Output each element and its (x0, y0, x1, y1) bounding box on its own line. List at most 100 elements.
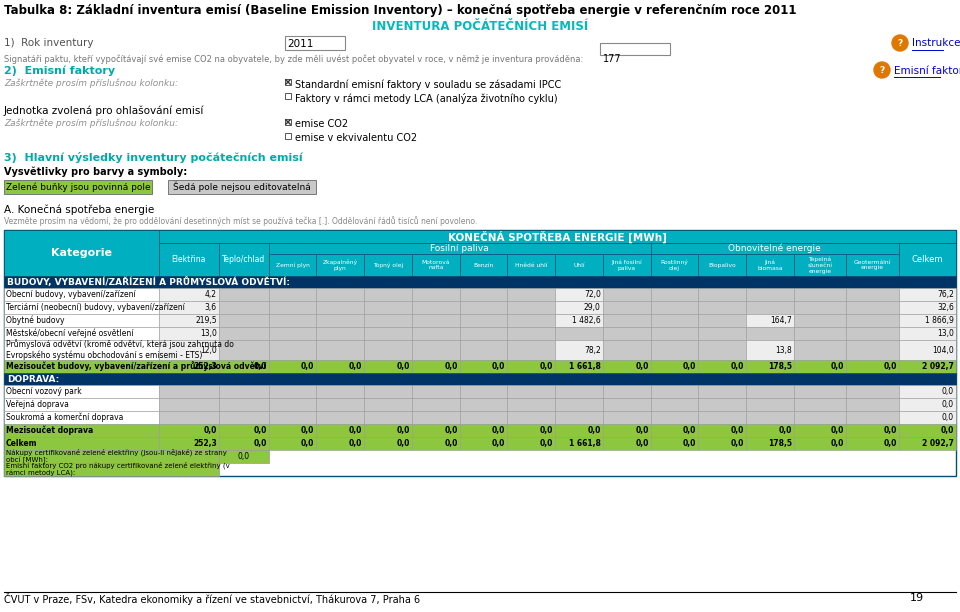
Bar (555, 424, 603, 437)
Bar (460, 437, 508, 450)
Bar (651, 437, 698, 450)
Bar (412, 360, 460, 373)
Text: 0,0: 0,0 (588, 426, 601, 435)
Text: Fosilní paliva: Fosilní paliva (430, 244, 489, 253)
Bar (219, 360, 269, 373)
Bar (746, 314, 794, 327)
Text: 0,0: 0,0 (683, 439, 696, 448)
Bar (269, 360, 317, 373)
Text: 0,0: 0,0 (540, 426, 553, 435)
Bar (846, 254, 899, 276)
Bar (746, 340, 794, 360)
Bar (746, 411, 794, 424)
Text: 0,0: 0,0 (253, 426, 267, 435)
Text: 0,0: 0,0 (204, 426, 217, 435)
Text: 0,0: 0,0 (444, 362, 458, 371)
Text: 1)  Rok inventury: 1) Rok inventury (4, 38, 93, 48)
Bar (603, 437, 651, 450)
Text: 0,0: 0,0 (636, 426, 649, 435)
Text: 178,5: 178,5 (768, 439, 792, 448)
Bar (364, 254, 412, 276)
Text: 19: 19 (910, 593, 924, 603)
Bar (508, 424, 555, 437)
Bar (794, 327, 846, 340)
Text: 13,0: 13,0 (937, 329, 954, 338)
Text: 0,0: 0,0 (238, 452, 250, 461)
Bar (651, 301, 698, 314)
Bar (603, 340, 651, 360)
Bar (651, 385, 698, 398)
Bar (364, 424, 412, 437)
Bar (846, 398, 899, 411)
Text: 0,0: 0,0 (396, 439, 410, 448)
Text: 219,5: 219,5 (195, 316, 217, 325)
Text: 0,0: 0,0 (348, 362, 362, 371)
Text: 0,0: 0,0 (941, 426, 954, 435)
Bar (269, 424, 317, 437)
Bar (508, 385, 555, 398)
Bar (159, 301, 219, 314)
Bar (219, 398, 269, 411)
Circle shape (874, 62, 890, 78)
Bar (846, 314, 899, 327)
Bar (846, 437, 899, 450)
Bar (698, 327, 746, 340)
Bar (285, 36, 345, 50)
Bar (412, 398, 460, 411)
Text: Standardní emisní faktory v souladu se zásadami IPCC: Standardní emisní faktory v souladu se z… (295, 79, 562, 89)
Bar (317, 288, 364, 301)
Bar (4, 373, 956, 385)
Bar (364, 360, 412, 373)
Bar (846, 360, 899, 373)
Bar (555, 301, 603, 314)
Bar (4, 180, 152, 194)
Bar (899, 301, 956, 314)
Bar (460, 314, 508, 327)
Bar (219, 314, 269, 327)
Bar (698, 340, 746, 360)
Bar (603, 327, 651, 340)
Bar (285, 133, 291, 139)
Bar (899, 360, 956, 373)
Bar (159, 340, 219, 360)
Text: 2011: 2011 (287, 39, 313, 49)
Bar (412, 424, 460, 437)
Bar (899, 243, 956, 276)
Text: 0,0: 0,0 (636, 362, 649, 371)
Bar (555, 327, 603, 340)
Bar (317, 411, 364, 424)
Text: ČVUT v Praze, FSv, Katedra ekonomiky a řízení ve stavebnictví, Thákurova 7, Prah: ČVUT v Praze, FSv, Katedra ekonomiky a ř… (4, 593, 420, 605)
Text: 12,0: 12,0 (200, 346, 217, 354)
Bar (4, 385, 159, 398)
Bar (219, 411, 269, 424)
Bar (4, 230, 956, 476)
Bar (846, 424, 899, 437)
Text: Vezměte prosím na vědomí, že pro oddělování desetinných míst se používá tečka [.: Vezměte prosím na vědomí, že pro oddělov… (4, 216, 477, 226)
Text: KONEČNÁ SPOTŘEBA ENERGIE [MWh]: KONEČNÁ SPOTŘEBA ENERGIE [MWh] (448, 230, 667, 242)
Text: 13,0: 13,0 (200, 329, 217, 338)
Text: 13,8: 13,8 (775, 346, 792, 354)
Text: 0,0: 0,0 (883, 362, 897, 371)
Bar (269, 243, 651, 254)
Bar (219, 301, 269, 314)
Bar (746, 254, 794, 276)
Bar (899, 314, 956, 327)
Bar (159, 360, 219, 373)
Bar (269, 301, 317, 314)
Bar (159, 230, 956, 243)
Text: Faktory v rámci metody LCA (analýza životního cyklu): Faktory v rámci metody LCA (analýza živo… (295, 93, 558, 104)
Bar (219, 288, 269, 301)
Bar (508, 437, 555, 450)
Bar (460, 360, 508, 373)
Bar (4, 230, 159, 276)
Bar (460, 327, 508, 340)
Bar (794, 437, 846, 450)
Text: emise CO2: emise CO2 (295, 119, 348, 129)
Bar (317, 385, 364, 398)
Bar (364, 411, 412, 424)
Bar (269, 254, 317, 276)
Text: INVENTURA POČÁTEČNÍCH EMISÍ: INVENTURA POČÁTEČNÍCH EMISÍ (372, 20, 588, 33)
Bar (364, 301, 412, 314)
Bar (794, 301, 846, 314)
Bar (508, 288, 555, 301)
